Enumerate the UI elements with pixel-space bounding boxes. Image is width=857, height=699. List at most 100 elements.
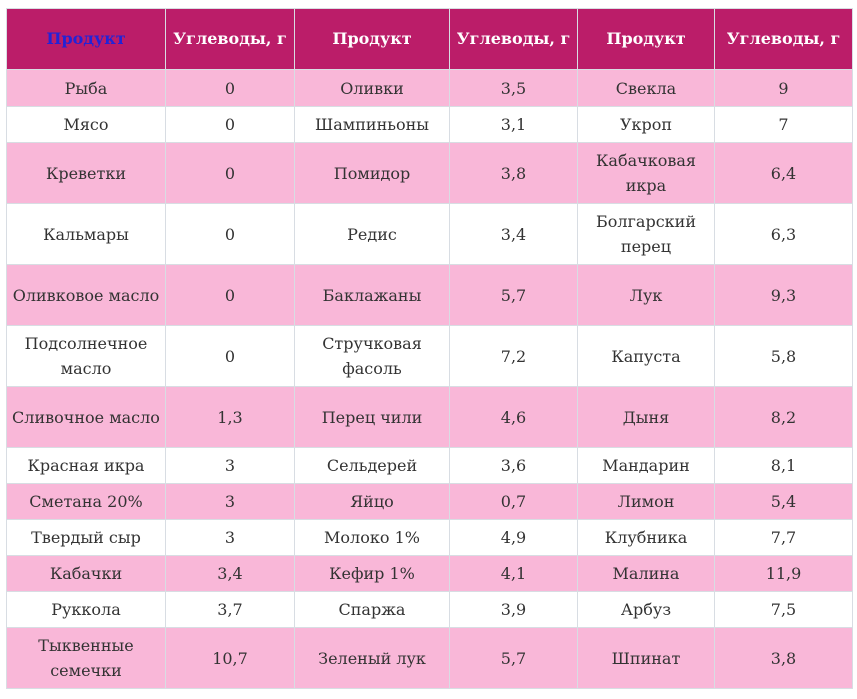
product-cell: Помидор [294, 142, 450, 204]
carbs-cell: 9,3 [714, 264, 853, 326]
carbs-cell: 3 [165, 447, 295, 484]
product-cell: Молоко 1% [294, 519, 450, 556]
carbs-cell: 0 [165, 69, 295, 107]
carbs-table: Продукт Углеводы, г Продукт Углеводы, г … [6, 8, 853, 689]
carbs-cell: 0 [165, 142, 295, 204]
carbs-cell: 11,9 [714, 555, 853, 592]
carbs-cell: 10,7 [165, 627, 295, 689]
carbs-cell: 6,3 [714, 203, 853, 265]
product-cell: Зеленый лук [294, 627, 450, 689]
carbs-cell: 3,8 [449, 142, 578, 204]
carbs-cell: 3,6 [449, 447, 578, 484]
table-row: Руккола 3,7 Спаржа 3,9 Арбуз 7,5 [6, 591, 853, 628]
product-cell: Сельдерей [294, 447, 450, 484]
product-cell: Яйцо [294, 483, 450, 520]
carbs-cell: 7 [714, 106, 853, 143]
product-cell: Кабачковая икра [577, 142, 715, 204]
carbs-cell: 0 [165, 325, 295, 387]
product-cell: Дыня [577, 386, 715, 448]
header-carbs-3: Углеводы, г [714, 8, 853, 70]
product-cell: Мандарин [577, 447, 715, 484]
product-cell: Клубника [577, 519, 715, 556]
table-row: Рыба 0 Оливки 3,5 Свекла 9 [6, 69, 853, 107]
product-cell: Болгарский перец [577, 203, 715, 265]
carbs-cell: 4,6 [449, 386, 578, 448]
product-cell: Редис [294, 203, 450, 265]
table-row: Кабачки 3,4 Кефир 1% 4,1 Малина 11,9 [6, 555, 853, 592]
product-cell: Шампиньоны [294, 106, 450, 143]
product-cell: Свекла [577, 69, 715, 107]
product-cell: Креветки [6, 142, 166, 204]
carbs-cell: 7,2 [449, 325, 578, 387]
product-cell: Кефир 1% [294, 555, 450, 592]
table-row: Сметана 20% 3 Яйцо 0,7 Лимон 5,4 [6, 483, 853, 520]
carbs-cell: 0 [165, 203, 295, 265]
product-cell: Мясо [6, 106, 166, 143]
table-row: Оливковое масло 0 Баклажаны 5,7 Лук 9,3 [6, 264, 853, 326]
table-row: Креветки 0 Помидор 3,8 Кабачковая икра 6… [6, 142, 853, 204]
product-cell: Баклажаны [294, 264, 450, 326]
product-cell: Рыба [6, 69, 166, 107]
carbs-cell: 7,5 [714, 591, 853, 628]
header-product-2: Продукт [294, 8, 450, 70]
carbs-cell: 4,1 [449, 555, 578, 592]
header-product-1: Продукт [6, 8, 166, 70]
product-cell: Перец чили [294, 386, 450, 448]
table-row: Подсолнечное масло 0 Стручковая фасоль 7… [6, 325, 853, 387]
table-header-row: Продукт Углеводы, г Продукт Углеводы, г … [6, 8, 853, 70]
carbs-cell: 3 [165, 483, 295, 520]
product-cell: Капуста [577, 325, 715, 387]
carbs-cell: 5,7 [449, 264, 578, 326]
header-product-3: Продукт [577, 8, 715, 70]
carbs-cell: 3,4 [165, 555, 295, 592]
product-cell: Твердый сыр [6, 519, 166, 556]
carbs-cell: 8,1 [714, 447, 853, 484]
carbs-cell: 5,4 [714, 483, 853, 520]
table-row: Кальмары 0 Редис 3,4 Болгарский перец 6,… [6, 203, 853, 265]
carbs-cell: 3,4 [449, 203, 578, 265]
carbs-cell: 0 [165, 106, 295, 143]
carbs-cell: 3 [165, 519, 295, 556]
product-cell: Сливочное масло [6, 386, 166, 448]
product-cell: Стручковая фасоль [294, 325, 450, 387]
product-cell: Оливки [294, 69, 450, 107]
carbs-cell: 5,8 [714, 325, 853, 387]
product-cell: Малина [577, 555, 715, 592]
carbs-cell: 1,3 [165, 386, 295, 448]
product-cell: Шпинат [577, 627, 715, 689]
carbs-cell: 3,9 [449, 591, 578, 628]
table-row: Мясо 0 Шампиньоны 3,1 Укроп 7 [6, 106, 853, 143]
carbs-cell: 3,7 [165, 591, 295, 628]
product-cell: Лук [577, 264, 715, 326]
product-cell: Красная икра [6, 447, 166, 484]
product-cell: Подсолнечное масло [6, 325, 166, 387]
carbs-cell: 3,1 [449, 106, 578, 143]
product-cell: Тыквенные семечки [6, 627, 166, 689]
carbs-cell: 7,7 [714, 519, 853, 556]
product-cell: Спаржа [294, 591, 450, 628]
product-cell: Оливковое масло [6, 264, 166, 326]
product-cell: Кальмары [6, 203, 166, 265]
header-carbs-2: Углеводы, г [449, 8, 578, 70]
table-row: Тыквенные семечки 10,7 Зеленый лук 5,7 Ш… [6, 627, 853, 689]
carbs-cell: 5,7 [449, 627, 578, 689]
carbs-cell: 3,8 [714, 627, 853, 689]
product-cell: Руккола [6, 591, 166, 628]
product-cell: Сметана 20% [6, 483, 166, 520]
carbs-cell: 3,5 [449, 69, 578, 107]
table-row: Твердый сыр 3 Молоко 1% 4,9 Клубника 7,7 [6, 519, 853, 556]
carbs-table-container: Продукт Углеводы, г Продукт Углеводы, г … [6, 8, 853, 689]
product-cell: Кабачки [6, 555, 166, 592]
product-cell: Укроп [577, 106, 715, 143]
table-row: Сливочное масло 1,3 Перец чили 4,6 Дыня … [6, 386, 853, 448]
product-cell: Лимон [577, 483, 715, 520]
carbs-cell: 9 [714, 69, 853, 107]
carbs-cell: 8,2 [714, 386, 853, 448]
table-row: Красная икра 3 Сельдерей 3,6 Мандарин 8,… [6, 447, 853, 484]
carbs-cell: 0 [165, 264, 295, 326]
carbs-cell: 4,9 [449, 519, 578, 556]
carbs-cell: 0,7 [449, 483, 578, 520]
header-carbs-1: Углеводы, г [165, 8, 295, 70]
carbs-cell: 6,4 [714, 142, 853, 204]
product-cell: Арбуз [577, 591, 715, 628]
